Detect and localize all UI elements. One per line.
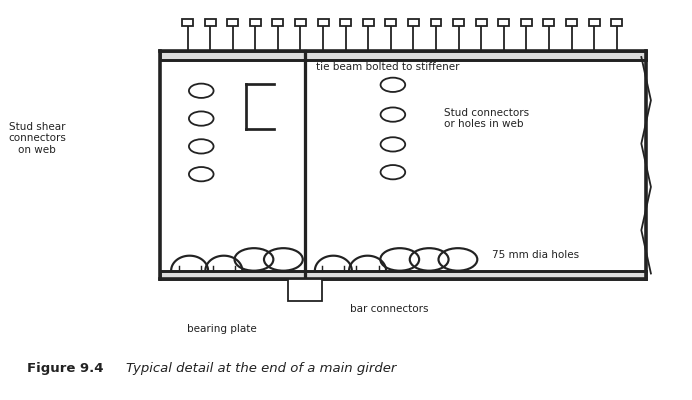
Bar: [288, 280, 322, 301]
Bar: [453, 19, 464, 26]
Text: Figure 9.4: Figure 9.4: [27, 362, 103, 375]
Text: bearing plate: bearing plate: [187, 324, 257, 334]
Bar: [227, 19, 238, 26]
Text: Stud shear
connectors
on web: Stud shear connectors on web: [8, 122, 66, 155]
Text: Typical detail at the end of a main girder: Typical detail at the end of a main gird…: [126, 362, 397, 375]
Bar: [543, 19, 554, 26]
Bar: [589, 19, 599, 26]
Text: bar connectors: bar connectors: [350, 304, 429, 314]
Bar: [363, 19, 374, 26]
Text: tie beam bolted to stiffener: tie beam bolted to stiffener: [316, 62, 459, 72]
Bar: [408, 19, 419, 26]
Bar: [205, 19, 216, 26]
Bar: [521, 19, 532, 26]
Bar: [182, 19, 193, 26]
Bar: [160, 51, 646, 60]
Bar: [295, 19, 306, 26]
Bar: [430, 19, 441, 26]
Bar: [160, 271, 646, 280]
Bar: [340, 19, 351, 26]
Bar: [385, 19, 397, 26]
Bar: [498, 19, 509, 26]
Text: Stud connectors
or holes in web: Stud connectors or holes in web: [444, 108, 529, 129]
Bar: [273, 19, 284, 26]
Bar: [475, 19, 486, 26]
Bar: [318, 19, 329, 26]
Bar: [566, 19, 577, 26]
Text: 75 mm dia holes: 75 mm dia holes: [492, 250, 579, 260]
Bar: [250, 19, 261, 26]
Bar: [611, 19, 622, 26]
